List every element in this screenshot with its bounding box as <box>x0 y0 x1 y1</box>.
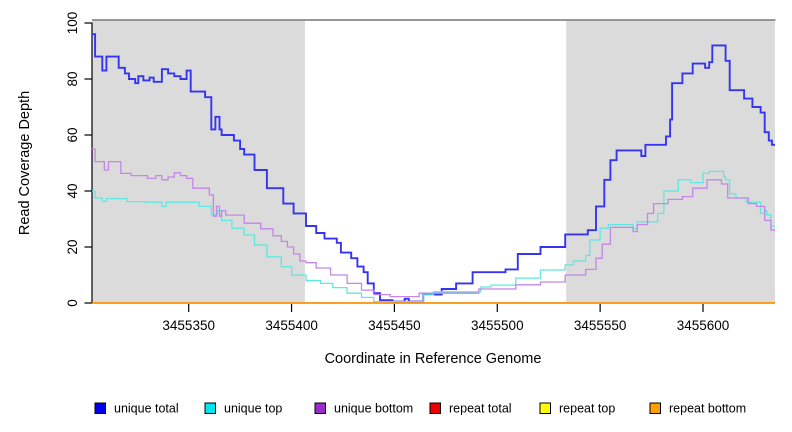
x-tick-label: 3455400 <box>265 318 318 333</box>
y-tick-label: 0 <box>65 299 80 307</box>
series-line-unique-top <box>92 170 775 303</box>
legend-label-repeat-top: repeat top <box>559 402 615 416</box>
x-axis: 3455350 3455400 3455450 3455500 3455550 34556… <box>162 304 729 333</box>
legend-label-repeat-bottom: repeat bottom <box>669 402 746 416</box>
x-tick-label: 3455350 <box>162 318 215 333</box>
series-line-unique-bottom <box>92 148 775 298</box>
legend-label-unique-total: unique total <box>114 402 179 416</box>
shaded-region <box>92 20 305 303</box>
y-axis-title: Read Coverage Depth <box>17 91 33 235</box>
legend-swatch-repeat-bottom <box>649 402 661 414</box>
legend: unique total unique top unique bottom repea… <box>94 402 746 416</box>
legend-swatch-repeat-total <box>429 402 441 414</box>
x-tick-label: 3455450 <box>368 318 421 333</box>
legend-label-repeat-total: repeat total <box>449 402 512 416</box>
legend-label-unique-top: unique top <box>224 402 282 416</box>
x-tick-label: 3455550 <box>574 318 627 333</box>
shaded-regions <box>92 20 775 303</box>
legend-swatch-unique-bottom <box>314 402 326 414</box>
y-tick-label: 100 <box>65 12 80 35</box>
x-tick-label: 3455600 <box>677 318 730 333</box>
series-line-unique-total <box>92 33 775 303</box>
x-tick-label: 3455500 <box>471 318 524 333</box>
y-tick-label: 40 <box>65 183 80 198</box>
legend-swatch-unique-total <box>94 402 106 414</box>
y-tick-label: 20 <box>65 239 80 254</box>
x-axis-title: Coordinate in Reference Genome <box>325 351 542 367</box>
y-tick-label: 60 <box>65 127 80 142</box>
series-lines <box>92 33 775 304</box>
y-axis: 0 20 40 60 80 100 <box>65 12 93 307</box>
legend-swatch-unique-top <box>204 402 216 414</box>
legend-label-unique-bottom: unique bottom <box>334 402 413 416</box>
legend-swatch-repeat-top <box>539 402 551 414</box>
shaded-region <box>566 20 775 303</box>
y-tick-label: 80 <box>65 71 80 86</box>
